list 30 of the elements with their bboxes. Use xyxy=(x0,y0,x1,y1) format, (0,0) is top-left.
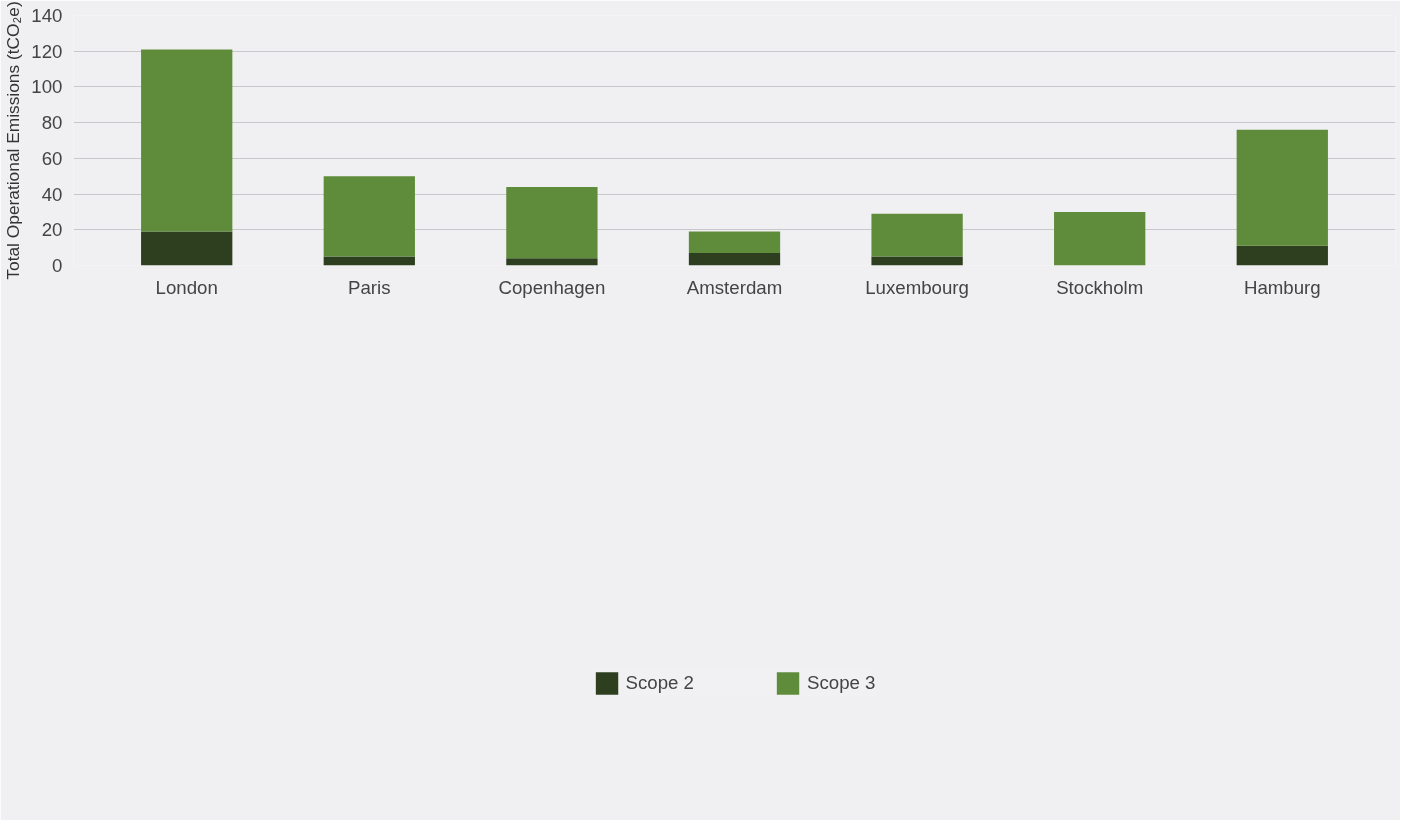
legend-label: Scope 2 xyxy=(625,672,694,694)
y-tick-label: 40 xyxy=(41,183,63,205)
y-tick-label: 100 xyxy=(31,76,63,98)
y-tick-label: 80 xyxy=(41,112,63,134)
bar xyxy=(141,231,233,266)
bar xyxy=(871,256,963,266)
x-tick-label: Stockholm xyxy=(1056,276,1144,298)
bar xyxy=(1236,129,1328,246)
y-tick-label: 120 xyxy=(31,40,63,62)
y-tick-label: 140 xyxy=(31,5,63,26)
y-axis-title: Total Operational Emissions (tCO₂e) xyxy=(3,1,24,280)
x-tick-label: Copenhagen xyxy=(498,276,606,298)
x-tick-label: Amsterdam xyxy=(686,276,783,298)
bar xyxy=(871,213,963,257)
bar xyxy=(688,231,781,253)
y-tick-label: 60 xyxy=(41,147,63,169)
legend-label: Scope 3 xyxy=(807,672,876,694)
y-tick-label: 20 xyxy=(41,219,63,241)
bar xyxy=(323,176,415,257)
bar xyxy=(1236,245,1328,266)
bar xyxy=(141,49,233,232)
bar xyxy=(506,186,598,259)
x-tick-label: London xyxy=(155,276,218,298)
y-tick-label: 0 xyxy=(52,255,63,276)
bar xyxy=(506,258,598,266)
bar xyxy=(1054,211,1146,266)
bar xyxy=(688,253,781,266)
x-tick-label: Paris xyxy=(348,276,391,298)
x-tick-label: Luxembourg xyxy=(865,276,969,298)
x-tick-label: Hamburg xyxy=(1243,276,1321,298)
